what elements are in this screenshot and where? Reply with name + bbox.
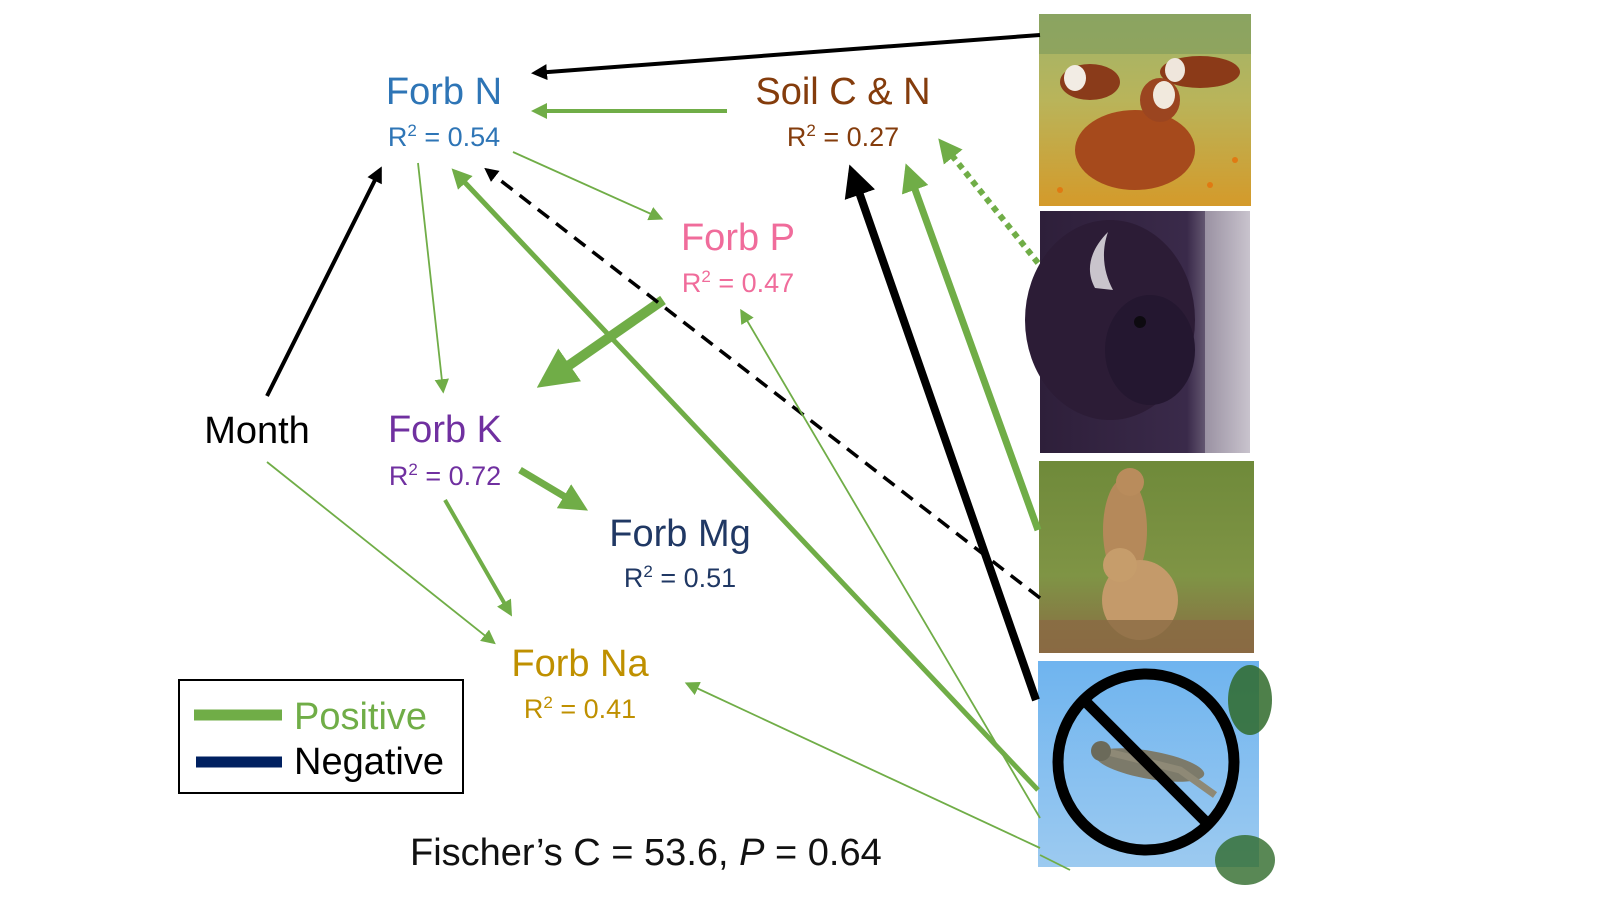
forb-k-r2: R2 = 0.72	[389, 460, 501, 491]
path-grasshopper-forb-na	[684, 682, 1041, 849]
path-prairie-dog-forb-n	[484, 167, 1042, 600]
path-forb-n-forb-p	[512, 151, 664, 221]
legend-negative-label: Negative	[294, 741, 444, 783]
prohibition-icon	[1052, 668, 1240, 856]
forb-k-label: Forb K	[388, 409, 502, 451]
forb-mg-r2: R2 = 0.51	[624, 562, 736, 593]
forb-na-r2: R2 = 0.41	[524, 693, 636, 724]
path-forb-p-forb-k	[536, 295, 666, 388]
path-month-forb-na	[266, 461, 496, 645]
node-forb-mg: Forb Mg R2 = 0.51	[609, 513, 750, 593]
forb-p-label: Forb P	[681, 217, 795, 259]
path-cattle-forb-n	[531, 33, 1041, 81]
node-forb-n: Forb N R2 = 0.54	[386, 71, 502, 152]
path-month-forb-n	[265, 166, 382, 397]
soil-r2: R2 = 0.27	[787, 121, 899, 152]
month-label: Month	[204, 410, 310, 452]
soil-label: Soil C & N	[755, 71, 930, 113]
path-grasshopper-forb-n	[451, 168, 1040, 792]
model-fit-statistic: Fischer’s C = 53.6, P = 0.64	[410, 832, 882, 874]
path-forb-n-forb-k	[417, 162, 449, 394]
legend-box	[178, 679, 464, 794]
prairie-dog-photo	[1039, 461, 1254, 653]
node-month: Month	[204, 410, 310, 452]
forb-p-r2: R2 = 0.47	[682, 267, 794, 298]
path-forb-k-forb-mg	[518, 466, 589, 511]
no-grasshopper-photo	[1038, 661, 1275, 885]
legend-positive-label: Positive	[294, 696, 427, 738]
node-forb-p: Forb P R2 = 0.47	[681, 217, 795, 298]
forb-n-label: Forb N	[386, 71, 502, 113]
node-soil-c-n: Soil C & N R2 = 0.27	[755, 71, 930, 152]
forb-na-label: Forb Na	[511, 643, 649, 685]
bison-photo	[1025, 211, 1250, 453]
legend: Positive Negative	[178, 679, 464, 794]
path-grasshopper-soil-negative	[844, 164, 1040, 702]
path-grasshopper-tail	[1039, 854, 1071, 871]
node-forb-na: Forb Na R2 = 0.41	[511, 643, 649, 724]
node-forb-k: Forb K R2 = 0.72	[388, 409, 502, 491]
path-bison-soil	[938, 138, 1041, 265]
path-prairie-dog-soil	[901, 163, 1042, 532]
forb-n-r2: R2 = 0.54	[388, 121, 500, 152]
path-grasshopper-forb-p	[740, 308, 1041, 819]
cattle-photo	[1039, 14, 1251, 206]
path-forb-k-forb-na	[443, 499, 512, 617]
forb-mg-label: Forb Mg	[609, 513, 750, 555]
